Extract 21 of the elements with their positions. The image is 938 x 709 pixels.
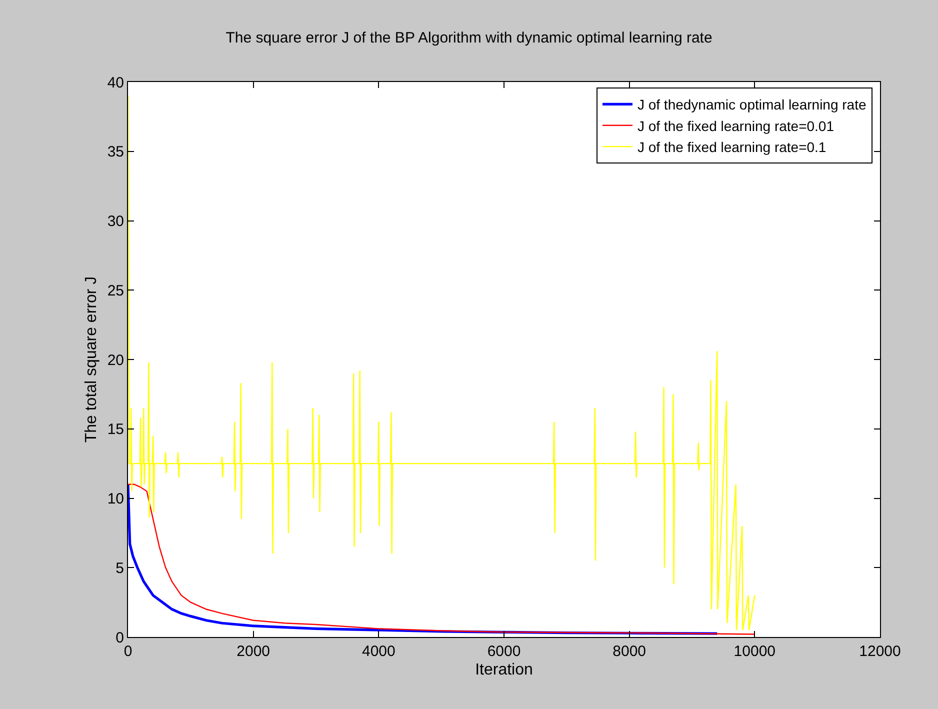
y-tick-label: 10: [107, 490, 124, 508]
y-tick-label: 35: [107, 144, 124, 161]
x-tick-label: 8000: [612, 643, 646, 660]
x-tick-label: 4000: [362, 643, 396, 660]
y-tick-label: 40: [107, 74, 124, 92]
x-tick-label: 6000: [487, 643, 521, 660]
y-tick-label: 15: [107, 421, 124, 438]
y-tick-label: 25: [107, 282, 124, 300]
y-tick-label: 0: [116, 629, 124, 646]
legend-label: J of thedynamic optimal learning rate: [637, 96, 866, 113]
y-tick-label: 30: [107, 213, 124, 230]
x-tick-label: 12000: [859, 643, 901, 660]
y-axis-title: The total square error J: [83, 276, 100, 443]
x-axis-title: Iteration: [475, 662, 533, 679]
legend-label: J of the fixed learning rate=0.01: [637, 118, 834, 134]
x-tick-label: 10000: [734, 643, 776, 660]
y-tick-label: 5: [116, 560, 124, 577]
x-tick-label: 2000: [236, 643, 270, 660]
legend-label: J of the fixed learning rate=0.1: [637, 139, 826, 156]
y-tick-label: 20: [107, 352, 124, 369]
chart-title: The square error J of the BP Algorithm with dynamic optimal learning rate: [226, 29, 712, 46]
